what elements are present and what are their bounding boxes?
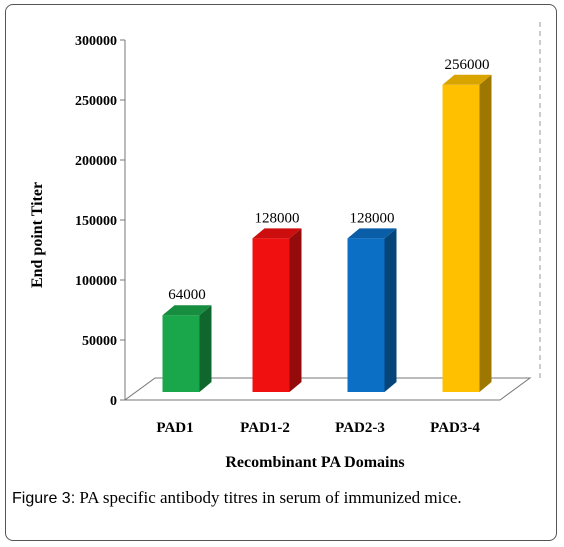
bar [252,238,290,392]
chart-bars [162,74,492,393]
chart-floor [123,377,532,401]
bar-top [442,74,492,85]
y-tick-label: 250000 [75,94,117,109]
caption-label: Figure 3: [12,490,76,507]
y-axis-label: End point Titer [29,182,46,288]
category-label: PAD3-4 [430,420,480,436]
x-axis-label: Recombinant PA Domains [225,454,404,471]
bar-chart: 0 50000 100000 150000 200000 250000 300000 640… [29,22,541,471]
category-label: PAD1 [156,420,193,436]
bar-side [479,74,492,393]
data-label: 128000 [350,210,395,226]
bar-top [162,305,212,316]
category-labels: PAD1 PAD1-2 PAD2-3 PAD3-4 [156,420,480,436]
category-label: PAD1-2 [240,420,290,436]
bar-side [289,228,302,392]
data-label: 256000 [445,57,490,73]
data-labels: 64000 128000 128000 256000 [168,57,489,303]
y-tick-labels: 0 50000 100000 150000 200000 250000 300000 [75,34,125,409]
y-tick-label: 150000 [75,214,117,229]
bar-side [384,228,397,392]
data-label: 128000 [255,210,300,226]
y-tick-label: 200000 [75,154,117,169]
y-tick-label: 0 [110,394,117,409]
y-tick-label: 300000 [75,34,117,49]
bar-side [199,305,212,392]
data-label: 64000 [168,287,206,303]
bar-top [347,228,397,239]
bar [347,238,385,392]
bar-top [252,228,302,239]
y-tick-label: 50000 [82,334,117,349]
bar [162,315,200,392]
y-tick-label: 100000 [75,274,117,289]
category-label: PAD2-3 [335,420,385,436]
bar [442,84,480,393]
figure-caption: Figure 3: PA specific antibody titres in… [12,488,552,508]
caption-text: PA specific antibody titres in serum of … [75,488,462,507]
